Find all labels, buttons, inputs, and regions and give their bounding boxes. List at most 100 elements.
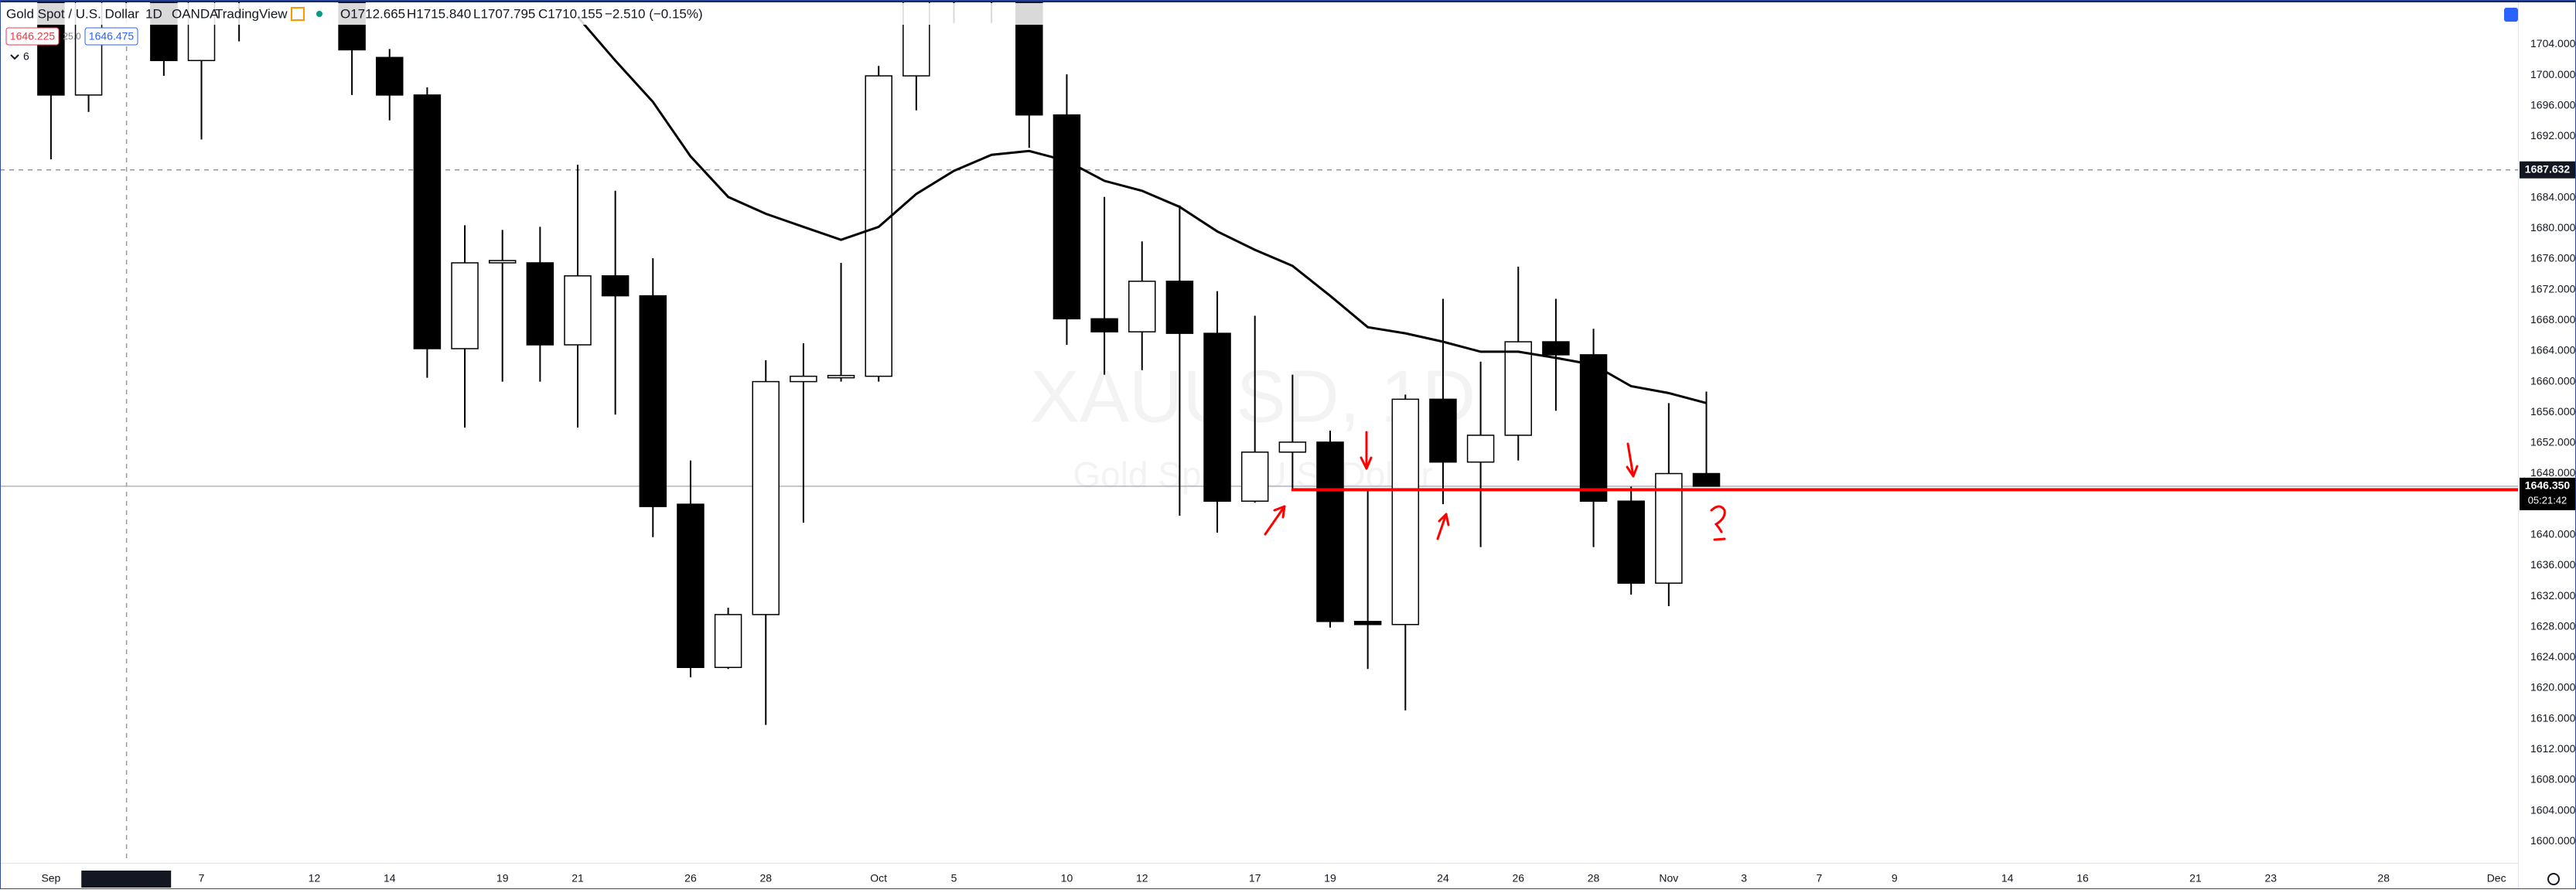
symbol[interactable]: Gold Spot / U.S. Dollar <box>6 6 139 21</box>
crosshair-date-bg <box>81 871 172 888</box>
x-tick-label: 3 <box>1741 872 1747 884</box>
x-tick-label: Dec <box>2487 872 2506 884</box>
buy-button[interactable] <box>84 27 138 46</box>
candle-body <box>601 275 629 297</box>
arrow-up <box>1436 513 1450 540</box>
y-tick-label: 1680.000 <box>2530 221 2576 233</box>
y-tick-label: 1616.000 <box>2530 711 2576 724</box>
x-tick-label: Oct <box>870 872 887 884</box>
price-axis-border <box>2518 0 2519 889</box>
y-tick-label: 1656.000 <box>2530 405 2576 418</box>
candle-body <box>1053 114 1081 320</box>
y-tick-label: 1692.000 <box>2530 129 2576 141</box>
indicators-count[interactable]: 6 <box>23 50 29 63</box>
x-tick-label: 7 <box>1817 872 1823 884</box>
interval[interactable]: 1D <box>145 6 162 21</box>
header-bg <box>3 3 1210 25</box>
gear-icon[interactable] <box>2547 873 2560 885</box>
x-tick-label: 28 <box>759 872 772 884</box>
candle-body <box>1579 354 1608 502</box>
y-tick-label: 1676.000 <box>2530 252 2576 264</box>
x-tick-label: Sep <box>41 872 60 884</box>
candle-body <box>1165 280 1194 334</box>
y-tick-label: 1624.000 <box>2530 650 2576 663</box>
candle-body <box>1090 318 1118 332</box>
indicators-toggle[interactable] <box>10 54 19 60</box>
y-tick-label: 1612.000 <box>2530 742 2576 755</box>
status-dot <box>316 11 322 17</box>
x-tick-label: 7 <box>199 872 205 884</box>
x-tick-label: 17 <box>1249 872 1261 884</box>
x-tick-label: 14 <box>2001 872 2014 884</box>
y-tick-label: 1632.000 <box>2530 589 2576 602</box>
moving-average <box>576 15 1707 404</box>
time-axis-border <box>0 863 2518 864</box>
x-tick-label: 12 <box>1136 872 1148 884</box>
candle-body <box>714 614 742 669</box>
x-tick-label: 26 <box>1512 872 1524 884</box>
candle-body <box>827 374 855 379</box>
source: TradingView <box>215 6 288 21</box>
y-tick-label: 1640.000 <box>2530 528 2576 540</box>
question-mark <box>1710 505 1726 541</box>
y-tick-label: 1636.000 <box>2530 558 2576 571</box>
x-tick-label: 10 <box>1061 872 1073 884</box>
y-tick-label: 1668.000 <box>2530 313 2576 326</box>
candle-body <box>1240 452 1269 502</box>
arrow-up <box>1264 505 1286 536</box>
arrow-down <box>1360 431 1373 470</box>
x-tick-label: 5 <box>951 872 957 884</box>
x-tick-label: 9 <box>1892 872 1898 884</box>
arrow-down <box>1626 442 1639 478</box>
candle-body <box>1617 500 1645 584</box>
candle-body <box>1203 332 1231 502</box>
flag-icon[interactable] <box>291 7 305 21</box>
candle-body <box>564 275 592 346</box>
y-tick-label: 1704.000 <box>2530 37 2576 49</box>
candle-body <box>1504 341 1532 436</box>
x-tick-label: 28 <box>1588 872 1600 884</box>
y-tick-label: 1600.000 <box>2530 834 2576 847</box>
x-tick-label: 28 <box>2377 872 2390 884</box>
last-price-label: 1646.350 <box>2525 479 2571 492</box>
y-tick-label: 1648.000 <box>2530 466 2576 479</box>
candle-body <box>1128 280 1156 332</box>
x-tick-label: 21 <box>2189 872 2202 884</box>
sell-price[interactable]: 1646.225 <box>10 30 56 43</box>
x-tick-label: 19 <box>1324 872 1336 884</box>
axes: 1600.000 1604.000 1608.000 1612.000 1616.000… <box>41 37 2576 888</box>
candle-body <box>526 262 554 346</box>
candle-body <box>1391 398 1420 625</box>
sell-button[interactable] <box>5 27 60 46</box>
y-tick-label: 1628.000 <box>2530 619 2576 632</box>
y-tick-label: 1672.000 <box>2530 282 2576 295</box>
candle-body <box>1429 398 1457 463</box>
crosshair-price-bg <box>2520 161 2575 179</box>
candle-body <box>1316 441 1344 622</box>
candle-body <box>1542 341 1570 356</box>
y-tick-label: 1700.000 <box>2530 68 2576 80</box>
ohlc-high: H1715.840 <box>407 6 471 21</box>
ohlc-change: −2.510 (−0.15%) <box>605 6 703 21</box>
y-tick-label: 1652.000 <box>2530 436 2576 448</box>
candle-body <box>1278 441 1307 453</box>
top-border <box>0 0 2576 2</box>
candle-body <box>790 375 817 383</box>
y-tick-label: 1620.000 <box>2530 681 2576 694</box>
x-tick-label: 16 <box>2076 872 2089 884</box>
last-price-bg <box>2520 477 2575 510</box>
buy-price[interactable]: 1646.475 <box>89 30 135 43</box>
candle-body <box>413 94 442 349</box>
exchange: OANDA <box>172 6 219 21</box>
x-tick-label: 21 <box>571 872 584 884</box>
candle-body <box>1353 621 1382 625</box>
candle-body <box>677 503 705 669</box>
candle-body <box>1466 435 1495 463</box>
y-tick-label: 1664.000 <box>2530 344 2576 356</box>
settings-icon[interactable] <box>2504 8 2518 22</box>
y-tick-label: 1608.000 <box>2530 773 2576 786</box>
candle-body <box>639 295 667 507</box>
annotations <box>1264 431 1726 541</box>
